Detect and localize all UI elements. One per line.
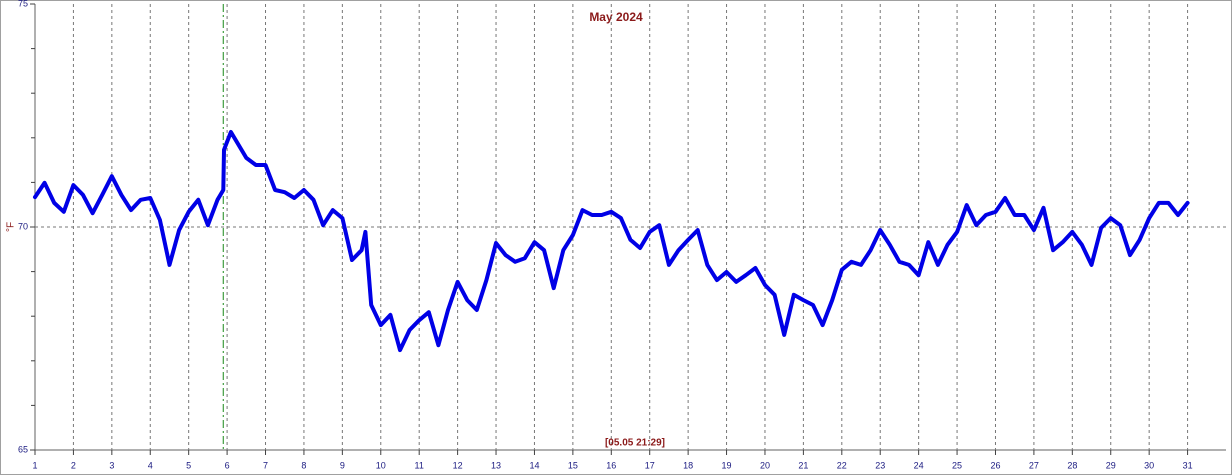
x-tick-label: 9 bbox=[340, 460, 345, 470]
x-tick-label: 21 bbox=[798, 460, 808, 470]
x-tick-label: 8 bbox=[301, 460, 306, 470]
x-tick-label: 1 bbox=[32, 460, 37, 470]
x-tick-label: 27 bbox=[1029, 460, 1039, 470]
x-tick-label: 6 bbox=[225, 460, 230, 470]
x-tick-label: 3 bbox=[109, 460, 114, 470]
x-tick-label: 15 bbox=[568, 460, 578, 470]
x-tick-label: 14 bbox=[529, 460, 539, 470]
x-tick-label: 5 bbox=[186, 460, 191, 470]
x-tick-label: 12 bbox=[453, 460, 463, 470]
annotation: [05.05 21:29] bbox=[605, 438, 665, 449]
x-tick-label: 2 bbox=[71, 460, 76, 470]
x-tick-label: 4 bbox=[148, 460, 153, 470]
x-tick-label: 30 bbox=[1144, 460, 1154, 470]
x-tick-label: 17 bbox=[645, 460, 655, 470]
y-tick-label: 75 bbox=[18, 0, 28, 8]
x-tick-label: 25 bbox=[952, 460, 962, 470]
x-tick-label: 13 bbox=[491, 460, 501, 470]
y-tick-label: 65 bbox=[18, 444, 28, 454]
x-tick-label: 10 bbox=[376, 460, 386, 470]
x-tick-label: 18 bbox=[683, 460, 693, 470]
x-tick-label: 19 bbox=[722, 460, 732, 470]
x-tick-label: 7 bbox=[263, 460, 268, 470]
x-tick-label: 26 bbox=[990, 460, 1000, 470]
x-tick-label: 31 bbox=[1183, 460, 1193, 470]
series-line bbox=[33, 130, 1190, 353]
x-tick-label: 16 bbox=[606, 460, 616, 470]
y-tick-label: 70 bbox=[18, 221, 28, 231]
chart-title: May 2024 bbox=[589, 10, 643, 24]
x-tick-label: 11 bbox=[415, 460, 424, 470]
x-tick-label: 28 bbox=[1067, 460, 1077, 470]
x-tick-label: 20 bbox=[760, 460, 770, 470]
x-tick-label: 29 bbox=[1106, 460, 1116, 470]
x-tick-label: 23 bbox=[875, 460, 885, 470]
y-axis-label: °F bbox=[6, 222, 17, 232]
x-tick-label: 24 bbox=[914, 460, 924, 470]
x-tick-label: 22 bbox=[837, 460, 847, 470]
